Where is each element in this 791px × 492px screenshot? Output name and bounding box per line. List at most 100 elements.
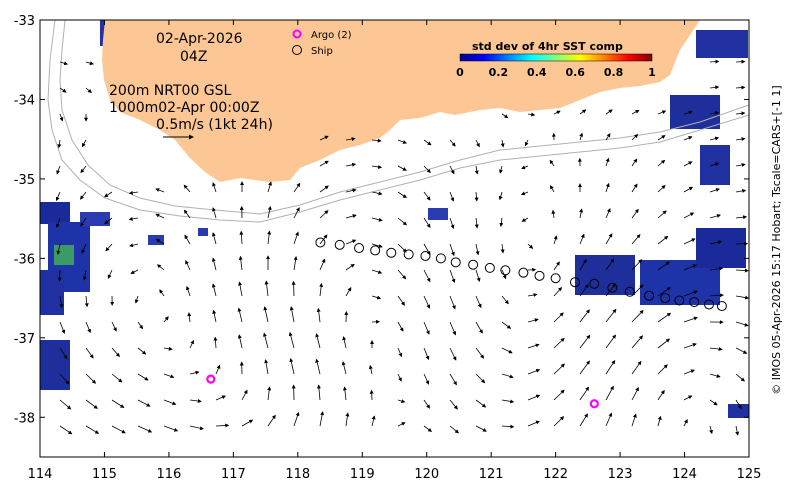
current-arrow (189, 425, 204, 431)
current-arrow (85, 87, 92, 94)
current-arrow (709, 136, 720, 141)
ship-track (315, 237, 727, 312)
argo-float (589, 399, 599, 409)
depth-line-1: 200m NRT00 GSL (109, 83, 232, 99)
ship-position (644, 290, 655, 301)
current-arrow (345, 412, 350, 427)
ship-position (716, 301, 727, 312)
current-arrow (423, 321, 430, 335)
current-arrow (709, 85, 720, 90)
current-arrow (238, 255, 243, 271)
current-arrow (683, 419, 688, 427)
current-arrow (709, 266, 724, 271)
current-arrow (605, 182, 610, 193)
current-arrow (345, 162, 357, 167)
current-arrow (475, 269, 481, 282)
current-arrow (84, 295, 89, 308)
current-arrow (423, 425, 433, 432)
current-arrow (553, 287, 563, 297)
ship-position (550, 273, 561, 284)
current-arrow (683, 395, 693, 401)
current-arrow (267, 230, 272, 245)
sst-patch (700, 145, 730, 185)
current-arrow (520, 191, 529, 196)
current-arrow (187, 312, 192, 323)
current-arrow (289, 357, 295, 375)
current-arrow (345, 263, 355, 271)
current-arrow (709, 373, 721, 378)
current-arrow (56, 243, 61, 255)
argo-legend-marker (292, 29, 302, 39)
current-arrow (449, 191, 455, 202)
x-tick-label: 119 (350, 467, 375, 482)
current-arrow (499, 217, 504, 227)
current-arrow (267, 414, 276, 427)
current-arrow (342, 336, 347, 349)
current-arrow (189, 339, 194, 349)
current-arrow (55, 217, 61, 228)
current-arrow (111, 373, 123, 383)
current-arrow (527, 112, 536, 117)
current-arrow (579, 386, 590, 401)
current-arrow (605, 233, 613, 245)
x-tick-label: 125 (737, 467, 762, 482)
current-arrow (631, 413, 637, 427)
current-arrow (59, 113, 64, 122)
current-arrow (605, 283, 616, 297)
ship-position (435, 253, 446, 264)
current-arrow (605, 133, 611, 141)
current-arrow (605, 385, 614, 401)
current-arrow (423, 295, 431, 309)
current-arrow (211, 283, 217, 297)
current-arrow (293, 411, 300, 427)
current-arrow (130, 269, 139, 274)
argo-float (206, 374, 216, 384)
current-arrow (397, 139, 407, 144)
current-arrow (163, 373, 175, 379)
current-arrow (500, 243, 505, 254)
current-arrow (605, 157, 610, 167)
current-arrow (683, 290, 698, 297)
current-arrow (579, 109, 587, 115)
colorbar-ticks: 0 0.2 0.4 0.6 0.8 1 (456, 66, 656, 79)
current-arrow (683, 110, 693, 115)
ship-position (607, 282, 618, 293)
current-arrow (215, 395, 227, 401)
current-arrow (449, 269, 456, 284)
ship-legend-label: Ship (311, 46, 333, 57)
current-arrow (371, 164, 383, 169)
current-arrow (449, 295, 456, 310)
current-arrow (59, 295, 64, 309)
current-arrow (212, 182, 217, 193)
current-arrow (735, 85, 746, 90)
current-arrow (423, 217, 431, 228)
current-arrow (631, 335, 644, 349)
current-arrow (423, 165, 431, 174)
current-arrow (238, 281, 243, 297)
current-arrow (137, 321, 144, 330)
current-arrow (551, 209, 556, 219)
current-arrow (735, 137, 746, 142)
current-arrow (137, 347, 147, 355)
current-arrow (579, 258, 587, 271)
current-arrow (501, 321, 512, 329)
current-arrow (423, 191, 431, 201)
current-arrow (631, 386, 639, 401)
current-arrow (449, 347, 457, 361)
current-arrow (657, 415, 662, 427)
scale-label: 0.5m/s (1kt 24h) (156, 117, 273, 133)
current-arrow (371, 415, 376, 427)
current-arrow (631, 208, 639, 219)
current-arrow (189, 370, 200, 375)
current-arrow (371, 295, 382, 300)
current-arrow (631, 309, 644, 323)
current-arrow (735, 425, 740, 436)
current-arrow (474, 191, 479, 202)
current-arrow (553, 416, 565, 427)
current-arrow (527, 243, 534, 249)
y-axis: -33 -34 -35 -36 -37 -38 (14, 14, 749, 426)
ship-position (370, 245, 381, 256)
current-arrow (111, 425, 126, 434)
current-arrow (55, 191, 61, 202)
current-arrow (579, 132, 584, 141)
